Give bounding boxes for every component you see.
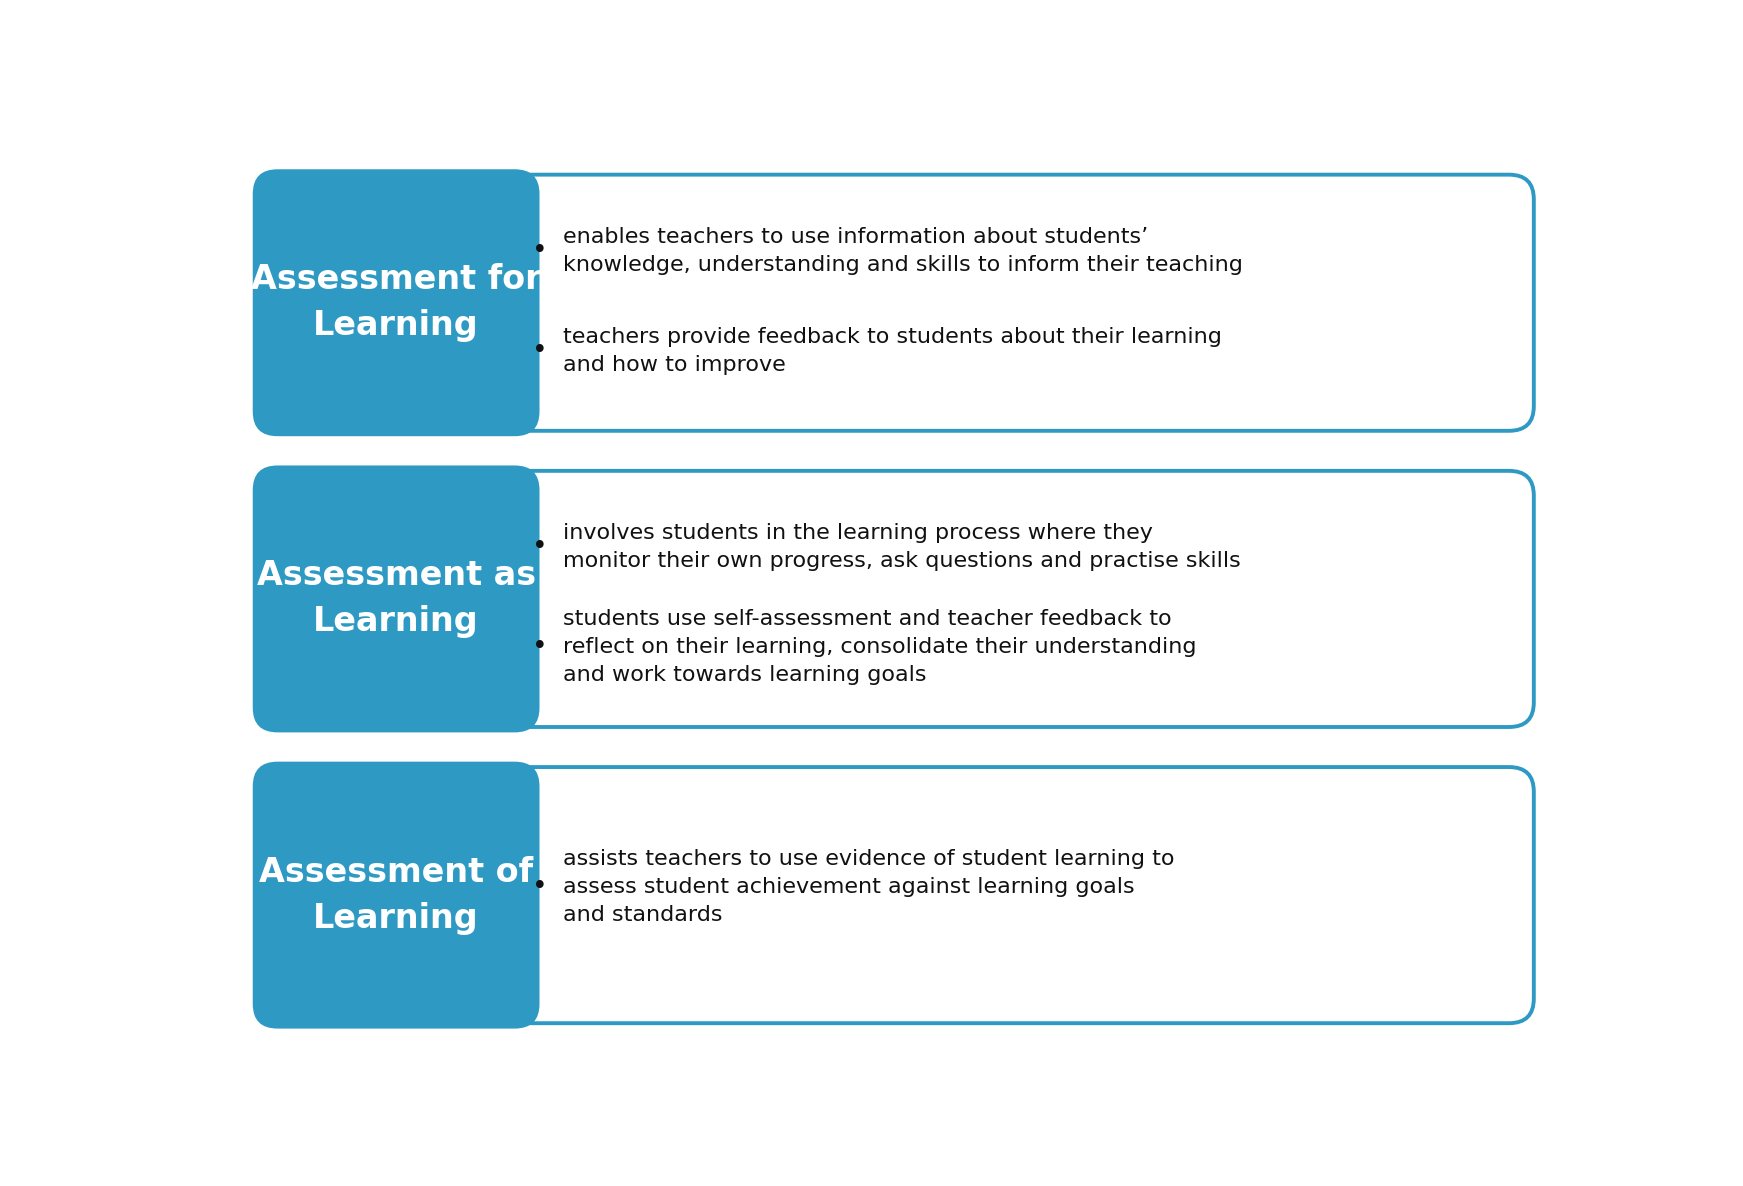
Text: •: • bbox=[532, 633, 547, 659]
Text: •: • bbox=[532, 238, 547, 264]
FancyBboxPatch shape bbox=[497, 174, 1534, 431]
Text: •: • bbox=[532, 874, 547, 900]
Text: Assessment for
Learning: Assessment for Learning bbox=[251, 263, 542, 343]
Text: •: • bbox=[532, 338, 547, 364]
FancyBboxPatch shape bbox=[497, 767, 1534, 1024]
FancyBboxPatch shape bbox=[253, 170, 540, 436]
FancyBboxPatch shape bbox=[253, 761, 540, 1028]
Text: Assessment as
Learning: Assessment as Learning bbox=[256, 560, 535, 638]
Text: Assessment of
Learning: Assessment of Learning bbox=[260, 855, 533, 935]
FancyBboxPatch shape bbox=[497, 471, 1534, 727]
FancyBboxPatch shape bbox=[253, 465, 540, 733]
Text: •: • bbox=[532, 534, 547, 560]
Text: involves students in the learning process where they
monitor their own progress,: involves students in the learning proces… bbox=[563, 523, 1241, 572]
Text: enables teachers to use information about students’
knowledge, understanding and: enables teachers to use information abou… bbox=[563, 227, 1243, 275]
Text: assists teachers to use evidence of student learning to
assess student achieveme: assists teachers to use evidence of stud… bbox=[563, 849, 1175, 925]
Text: teachers provide feedback to students about their learning
and how to improve: teachers provide feedback to students ab… bbox=[563, 326, 1222, 375]
Text: students use self-assessment and teacher feedback to
reflect on their learning, : students use self-assessment and teacher… bbox=[563, 608, 1196, 684]
